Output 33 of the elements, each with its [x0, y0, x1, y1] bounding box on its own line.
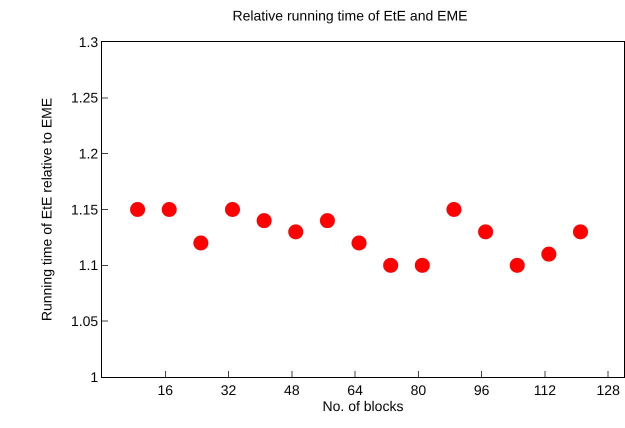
point	[414, 258, 430, 273]
point	[573, 224, 588, 240]
point	[130, 202, 146, 217]
x-tick-label: 128	[596, 382, 620, 398]
y-axis-title: Running time of EtE relative to EME	[38, 98, 55, 322]
x-tick-label: 96	[474, 382, 490, 398]
point	[383, 258, 398, 273]
point	[320, 213, 335, 228]
y-tick-label: 1.05	[70, 313, 98, 330]
point	[446, 202, 462, 217]
point	[510, 258, 525, 273]
y-tick-label: 1.2	[78, 146, 98, 162]
point	[256, 213, 272, 228]
x-axis-title: No. of blocks	[322, 398, 404, 414]
x-tick-label: 16	[157, 382, 174, 398]
point	[193, 236, 208, 250]
y-tick-label: 1.25	[70, 90, 98, 106]
point	[162, 202, 177, 217]
point	[288, 224, 304, 240]
y-tick-label: 1.15	[70, 201, 98, 218]
x-tick-label: 80	[410, 382, 426, 398]
point	[541, 246, 556, 262]
x-tick-label: 32	[220, 382, 237, 398]
x-tick-label: 48	[284, 382, 300, 398]
y-tick-label: 1.3	[78, 34, 98, 50]
x-tick-label: 64	[347, 382, 364, 398]
point	[225, 202, 240, 217]
y-tick-label: 1	[90, 368, 98, 385]
y-tick-label: 1.1	[78, 257, 98, 274]
point	[352, 236, 367, 250]
point	[478, 224, 494, 240]
chart-title: Relative running time of EtE and EME	[232, 8, 468, 24]
x-tick-label: 112	[534, 382, 556, 398]
